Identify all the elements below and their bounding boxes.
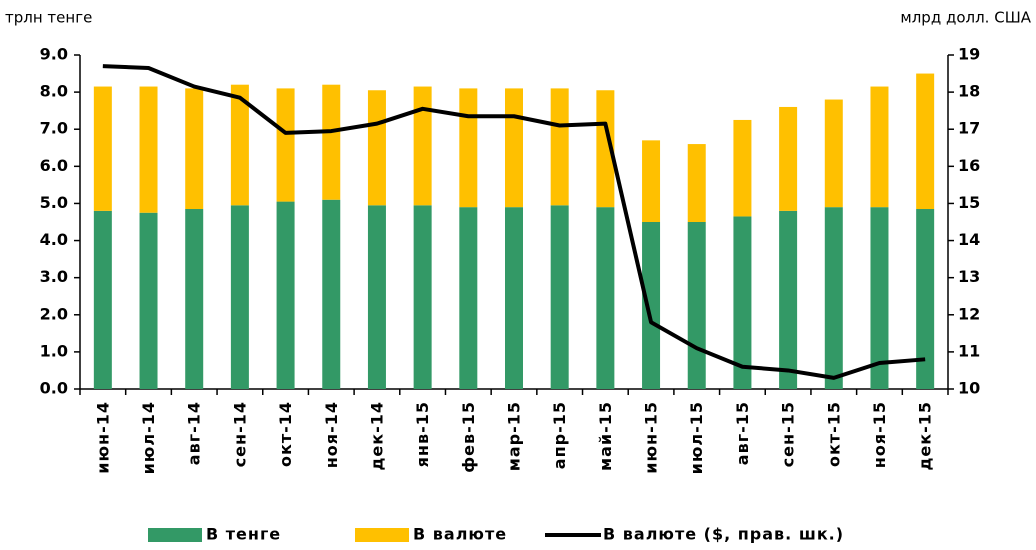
- bar: [550, 88, 569, 206]
- bar: [596, 90, 615, 208]
- bar: [824, 207, 843, 389]
- bar: [505, 207, 523, 389]
- bar: [505, 88, 523, 208]
- y-tick-label: 3.0: [40, 267, 68, 286]
- y2-tick-label: 13: [958, 267, 980, 286]
- y2-tick-label: 14: [958, 230, 980, 249]
- y2-tick-label: 19: [958, 45, 980, 64]
- x-tick-label: июл-14: [139, 401, 158, 474]
- bar: [459, 207, 478, 389]
- bar: [185, 209, 204, 389]
- bar: [413, 205, 432, 389]
- y-tick-label: 2.0: [40, 304, 68, 323]
- y2-tick-label: 18: [958, 82, 980, 101]
- x-tick-label: авг-15: [733, 401, 752, 465]
- bar: [687, 222, 706, 389]
- bar: [916, 73, 935, 210]
- y-tick-label: 6.0: [40, 156, 68, 175]
- y2-tick-label: 15: [958, 193, 980, 212]
- legend-label: В валюте ($, прав. шк.): [603, 525, 844, 544]
- bar: [276, 88, 295, 202]
- x-tick-label: июн-14: [93, 401, 112, 474]
- y-tick-label: 7.0: [40, 119, 68, 138]
- x-tick-label: янв-15: [413, 401, 432, 467]
- y-axis-label: трлн тенге: [5, 9, 92, 27]
- bar: [916, 209, 935, 389]
- bar: [93, 210, 112, 389]
- x-tick-label: дек-14: [367, 401, 386, 471]
- line: [102, 64, 926, 380]
- x-tick-label: окт-14: [276, 401, 295, 467]
- bar: [779, 106, 798, 211]
- x-tick-label: сен-15: [779, 401, 798, 467]
- legend-swatch: [355, 528, 409, 542]
- x-tick-label: ноя-15: [870, 401, 889, 468]
- y2-tick-label: 11: [958, 341, 980, 360]
- y2-tick-label: 10: [958, 379, 980, 398]
- bar: [93, 86, 112, 211]
- bar: [322, 84, 341, 200]
- bar: [139, 212, 158, 389]
- x-tick-label: июн-15: [642, 401, 661, 474]
- y-tick-label: 4.0: [40, 230, 68, 249]
- bar: [642, 140, 661, 222]
- legend-swatch: [148, 528, 202, 542]
- bar: [870, 207, 889, 389]
- y2-tick-label: 12: [958, 304, 980, 323]
- y2-tick-label: 16: [958, 156, 980, 175]
- bar: [550, 205, 569, 389]
- bar: [367, 205, 386, 389]
- y-tick-label: 9.0: [40, 45, 68, 64]
- bar: [367, 90, 386, 206]
- bar: [870, 86, 889, 208]
- x-tick-label: июл-15: [687, 401, 706, 474]
- y-tick-label: 5.0: [40, 193, 68, 212]
- x-tick-label: апр-15: [550, 401, 569, 469]
- x-tick-label: окт-15: [824, 401, 843, 467]
- x-tick-label: авг-14: [185, 401, 204, 465]
- bar: [733, 216, 752, 389]
- bar: [139, 86, 158, 213]
- bar: [824, 99, 843, 208]
- x-tick-label: сен-14: [230, 401, 249, 467]
- bar: [642, 222, 661, 389]
- legend-label: В валюте: [413, 525, 507, 544]
- bar: [596, 207, 615, 389]
- x-tick-label: ноя-14: [322, 401, 341, 468]
- bar: [276, 201, 295, 389]
- bar: [230, 84, 249, 206]
- bar: [230, 205, 249, 389]
- bar: [687, 144, 706, 222]
- y2-tick-label: 17: [958, 119, 980, 138]
- x-tick-label: мар-15: [505, 401, 524, 471]
- bar: [322, 199, 341, 389]
- bar: [185, 88, 204, 210]
- bar: [413, 86, 432, 206]
- x-tick-label: дек-15: [916, 401, 935, 471]
- y-tick-label: 0.0: [40, 379, 68, 398]
- bar: [779, 210, 798, 389]
- legend-label: В тенге: [206, 525, 281, 544]
- x-tick-label: май-15: [596, 401, 615, 471]
- y2-axis-label: млрд долл. США: [900, 9, 1031, 27]
- y-tick-label: 1.0: [40, 341, 68, 360]
- y-tick-label: 8.0: [40, 82, 68, 101]
- x-tick-label: фев-15: [459, 401, 478, 473]
- bar: [733, 119, 752, 217]
- bar: [459, 88, 478, 208]
